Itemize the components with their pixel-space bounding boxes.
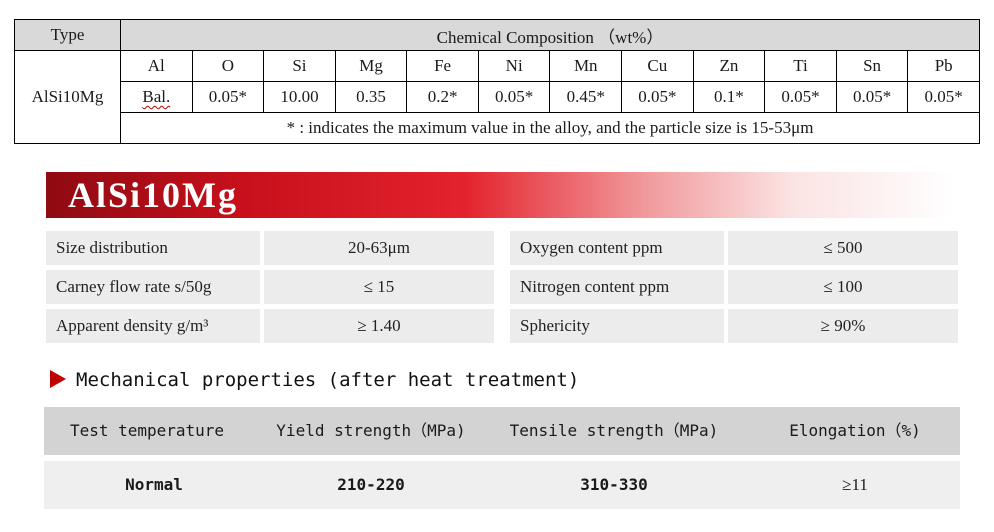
property-value: ≤ 100 (728, 270, 958, 304)
element-name: Ti (764, 50, 837, 82)
element-name: Al (120, 50, 193, 82)
element-value: 0.1* (692, 81, 766, 113)
element-value: 0.45* (549, 81, 623, 113)
triangle-right-icon (50, 370, 66, 388)
property-row: Carney flow rate s/50g ≤ 15 Nitrogen con… (46, 270, 958, 304)
element-value: 0.2* (406, 81, 479, 113)
element-value: 0.35 (334, 81, 408, 113)
column-header: Test temperature (69, 421, 225, 440)
property-label: Size distribution (46, 231, 260, 265)
element-value: 0.05* (621, 81, 694, 113)
element-name: Sn (835, 50, 909, 82)
element-name: Mn (549, 50, 623, 82)
alloy-name: AlSi10Mg (14, 50, 121, 144)
element-name: O (191, 50, 265, 82)
element-name: Zn (692, 50, 766, 82)
composition-header-row: Type Chemical Composition （wt%） (14, 19, 980, 51)
column-header: Yield strength（MPa) (276, 421, 466, 440)
data-cell: ≥11 (842, 475, 868, 494)
property-value: ≤ 15 (264, 270, 494, 304)
composition-note: * : indicates the maximum value in the a… (120, 112, 980, 144)
element-value: 0.05* (191, 81, 265, 113)
property-label: Carney flow rate s/50g (46, 270, 260, 304)
data-cell: Normal (125, 475, 183, 494)
column-header: Tensile strength（MPa) (509, 421, 719, 440)
type-header: Type (14, 19, 121, 51)
element-name: Ni (477, 50, 551, 82)
element-value: 10.00 (263, 81, 336, 113)
value-row: Bal. 0.05* 10.00 0.35 0.2* 0.05* 0.45* 0… (15, 81, 980, 113)
element-row: AlSi10Mg Al O Si Mg Fe Ni Mn Cu Zn Ti Sn… (14, 50, 980, 144)
property-value: ≥ 1.40 (264, 309, 494, 343)
property-label: Sphericity (510, 309, 724, 343)
property-label: Nitrogen content ppm (510, 270, 724, 304)
element-name: Cu (621, 50, 694, 82)
element-value: 0.05* (764, 81, 837, 113)
property-label: Apparent density g/m³ (46, 309, 260, 343)
balance-value: Bal. (142, 87, 171, 106)
element-name: Mg (334, 50, 408, 82)
composition-header: Chemical Composition （wt%） (120, 19, 980, 51)
property-label: Oxygen content ppm (510, 231, 724, 265)
element-name: Si (263, 50, 336, 82)
mechanical-heading-text: Mechanical properties (after heat treatm… (76, 369, 580, 391)
column-header: Elongation（%) (789, 421, 921, 440)
property-value: ≥ 90% (728, 309, 958, 343)
property-value: 20-63μm (264, 231, 494, 265)
property-row: Apparent density g/m³ ≥ 1.40 Sphericity … (46, 309, 958, 343)
data-cell: 310-330 (580, 475, 648, 494)
element-value: 0.05* (477, 81, 551, 113)
element-value: 0.05* (907, 81, 980, 113)
data-cell: 210-220 (337, 475, 405, 494)
element-value: Bal. (120, 81, 193, 113)
element-name: Fe (406, 50, 479, 82)
mechanical-data-row: Normal 210-220 310-330 ≥11 (44, 461, 960, 509)
element-name: Pb (907, 50, 980, 82)
property-value: ≤ 500 (728, 231, 958, 265)
product-banner: AlSi10Mg (46, 172, 956, 218)
element-value: 0.05* (835, 81, 909, 113)
mechanical-header-row: Test temperature Yield strength（MPa) Ten… (44, 407, 960, 455)
composition-table: Type Chemical Composition （wt%） AlSi10Mg… (14, 19, 980, 144)
note-row: * : indicates the maximum value in the a… (15, 112, 980, 144)
property-row: Size distribution 20-63μm Oxygen content… (46, 231, 958, 265)
banner-title: AlSi10Mg (68, 175, 239, 215)
